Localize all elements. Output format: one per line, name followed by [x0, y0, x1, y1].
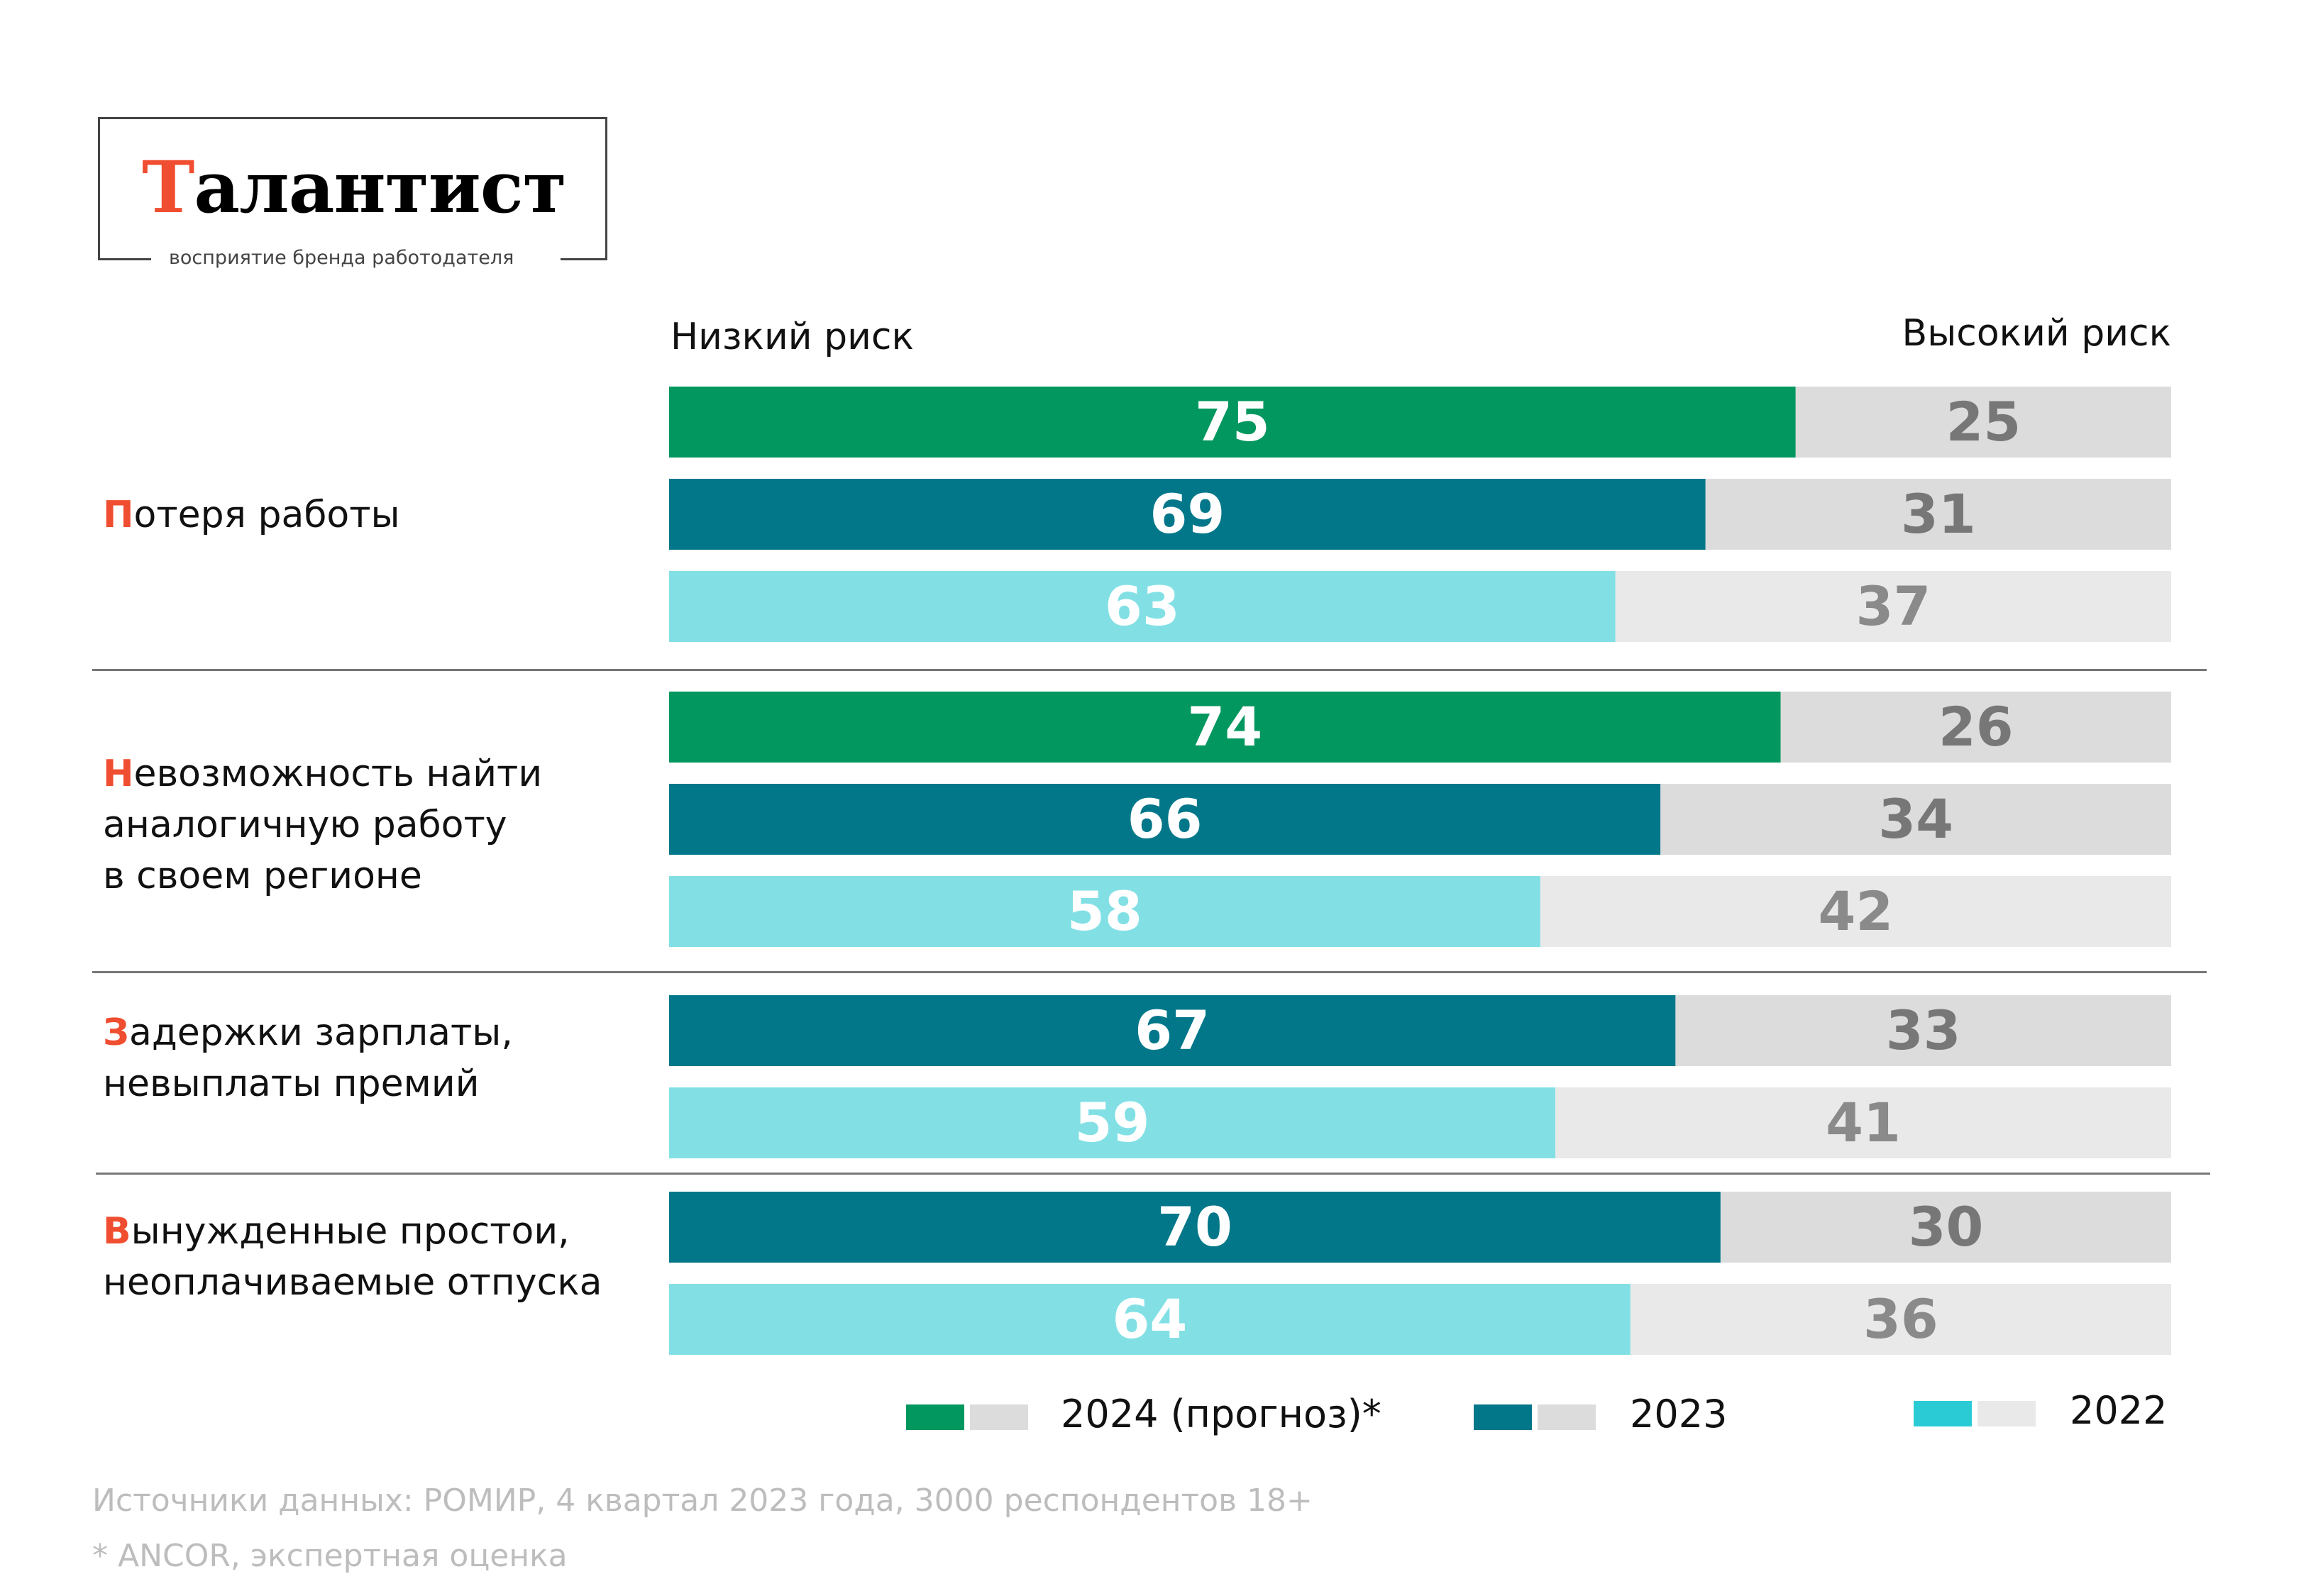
group-divider [96, 1173, 2210, 1175]
category-label-line: невыплаты премий [103, 1063, 480, 1105]
bar-high-value-label: 37 [1855, 575, 1931, 638]
category-label: Невозможность найти аналогичную работу в с… [103, 748, 542, 902]
bar-high-risk [1795, 387, 2171, 458]
legend-label-2023: 2023 [1630, 1392, 1728, 1436]
category-label-line: Вынужденные простои, [103, 1210, 570, 1253]
bar-high-risk [1780, 692, 2171, 763]
category-initial: П [103, 494, 134, 536]
legend-swatch-2022-rest [1977, 1401, 2036, 1426]
bar-low-risk [669, 1087, 1556, 1158]
category-label-line: Задержки зарплаты, [103, 1012, 513, 1054]
bar-high-value-label: 26 [1938, 695, 2014, 758]
bar-low-value-label: 59 [1075, 1091, 1150, 1154]
bar-low-risk [669, 995, 1676, 1066]
category-initial: Н [103, 753, 134, 795]
brand-logo: Талантист [142, 145, 567, 229]
bar-high-value-label: 33 [1886, 999, 1961, 1062]
category-label-line: Потеря работы [103, 494, 400, 536]
bar-high-risk [1615, 571, 2171, 642]
category-label: Потеря работы [103, 489, 400, 541]
category-label: Вынужденные простои, неоплачиваемые отпус… [103, 1206, 602, 1308]
bar-high-risk [1630, 1284, 2171, 1355]
legend-label-2024: 2024 (прогноз)* [1061, 1392, 1381, 1436]
bar-low-risk [669, 1192, 1721, 1263]
category-label-line: неоплачиваемые отпуска [103, 1261, 602, 1304]
bar-high-risk [1540, 876, 2171, 947]
bar-low-risk [669, 784, 1661, 855]
bar-high-value-label: 30 [1909, 1195, 1984, 1258]
footnote: * ANCOR, экспертная оценка [92, 1538, 568, 1574]
group-divider [92, 971, 2207, 973]
logo-frame [98, 117, 607, 260]
legend-swatch-2022 [1914, 1401, 1972, 1426]
category-label: Задержки зарплаты, невыплаты премий [103, 1007, 513, 1109]
bar-low-value-label: 75 [1195, 390, 1270, 453]
legend-swatch-2023-rest [1538, 1404, 1596, 1430]
bar-low-value-label: 67 [1135, 999, 1210, 1062]
bar-high-risk [1675, 995, 2171, 1066]
bar-low-risk [669, 387, 1796, 458]
bar-low-risk [669, 479, 1706, 550]
brand-logo-rest: алантист [194, 145, 566, 229]
category-initial: В [103, 1210, 131, 1253]
legend-swatch-2024-rest [970, 1404, 1028, 1430]
brand-logo-first-letter: Т [142, 145, 194, 229]
bar-low-risk [669, 571, 1616, 642]
legend-swatch-2024 [906, 1404, 964, 1430]
bar-low-value-label: 63 [1105, 575, 1180, 638]
bar-high-risk [1705, 479, 2171, 550]
bar-low-value-label: 66 [1127, 787, 1203, 850]
legend-swatch-2023 [1474, 1404, 1532, 1430]
bar-low-value-label: 74 [1187, 695, 1262, 758]
bar-high-risk [1660, 784, 2171, 855]
category-label-line: аналогичную работу [103, 804, 507, 846]
high-risk-label: Высокий риск [1902, 312, 2171, 355]
bar-low-risk [669, 692, 1781, 763]
bar-low-risk [669, 876, 1540, 947]
source-note: Источники данных: РОМИР, 4 квартал 2023 … [92, 1483, 1313, 1519]
legend-label-2022: 2022 [2070, 1388, 2168, 1433]
logo-frame-line [561, 258, 607, 260]
bar-low-value-label: 70 [1157, 1195, 1232, 1258]
bar-low-value-label: 69 [1149, 482, 1225, 545]
brand-subtitle: восприятие бренда работодателя [169, 247, 514, 269]
bar-high-value-label: 41 [1826, 1091, 1901, 1154]
bar-low-value-label: 64 [1113, 1287, 1188, 1351]
category-label-line: Невозможность найти [103, 753, 543, 795]
group-divider [92, 669, 2207, 671]
bar-low-value-label: 58 [1067, 880, 1142, 943]
low-risk-label: Низкий риск [671, 316, 914, 358]
bar-low-risk [669, 1284, 1631, 1355]
bar-high-value-label: 42 [1819, 880, 1894, 943]
logo-frame-line [98, 258, 151, 260]
bar-high-value-label: 31 [1901, 482, 1976, 545]
category-label-line: в своем регионе [103, 855, 422, 897]
category-initial: З [103, 1012, 129, 1054]
bar-high-value-label: 25 [1946, 390, 2021, 453]
bar-high-risk [1720, 1192, 2171, 1263]
bar-high-value-label: 34 [1878, 787, 1953, 850]
bar-high-value-label: 36 [1863, 1287, 1938, 1351]
bar-high-risk [1555, 1087, 2171, 1158]
